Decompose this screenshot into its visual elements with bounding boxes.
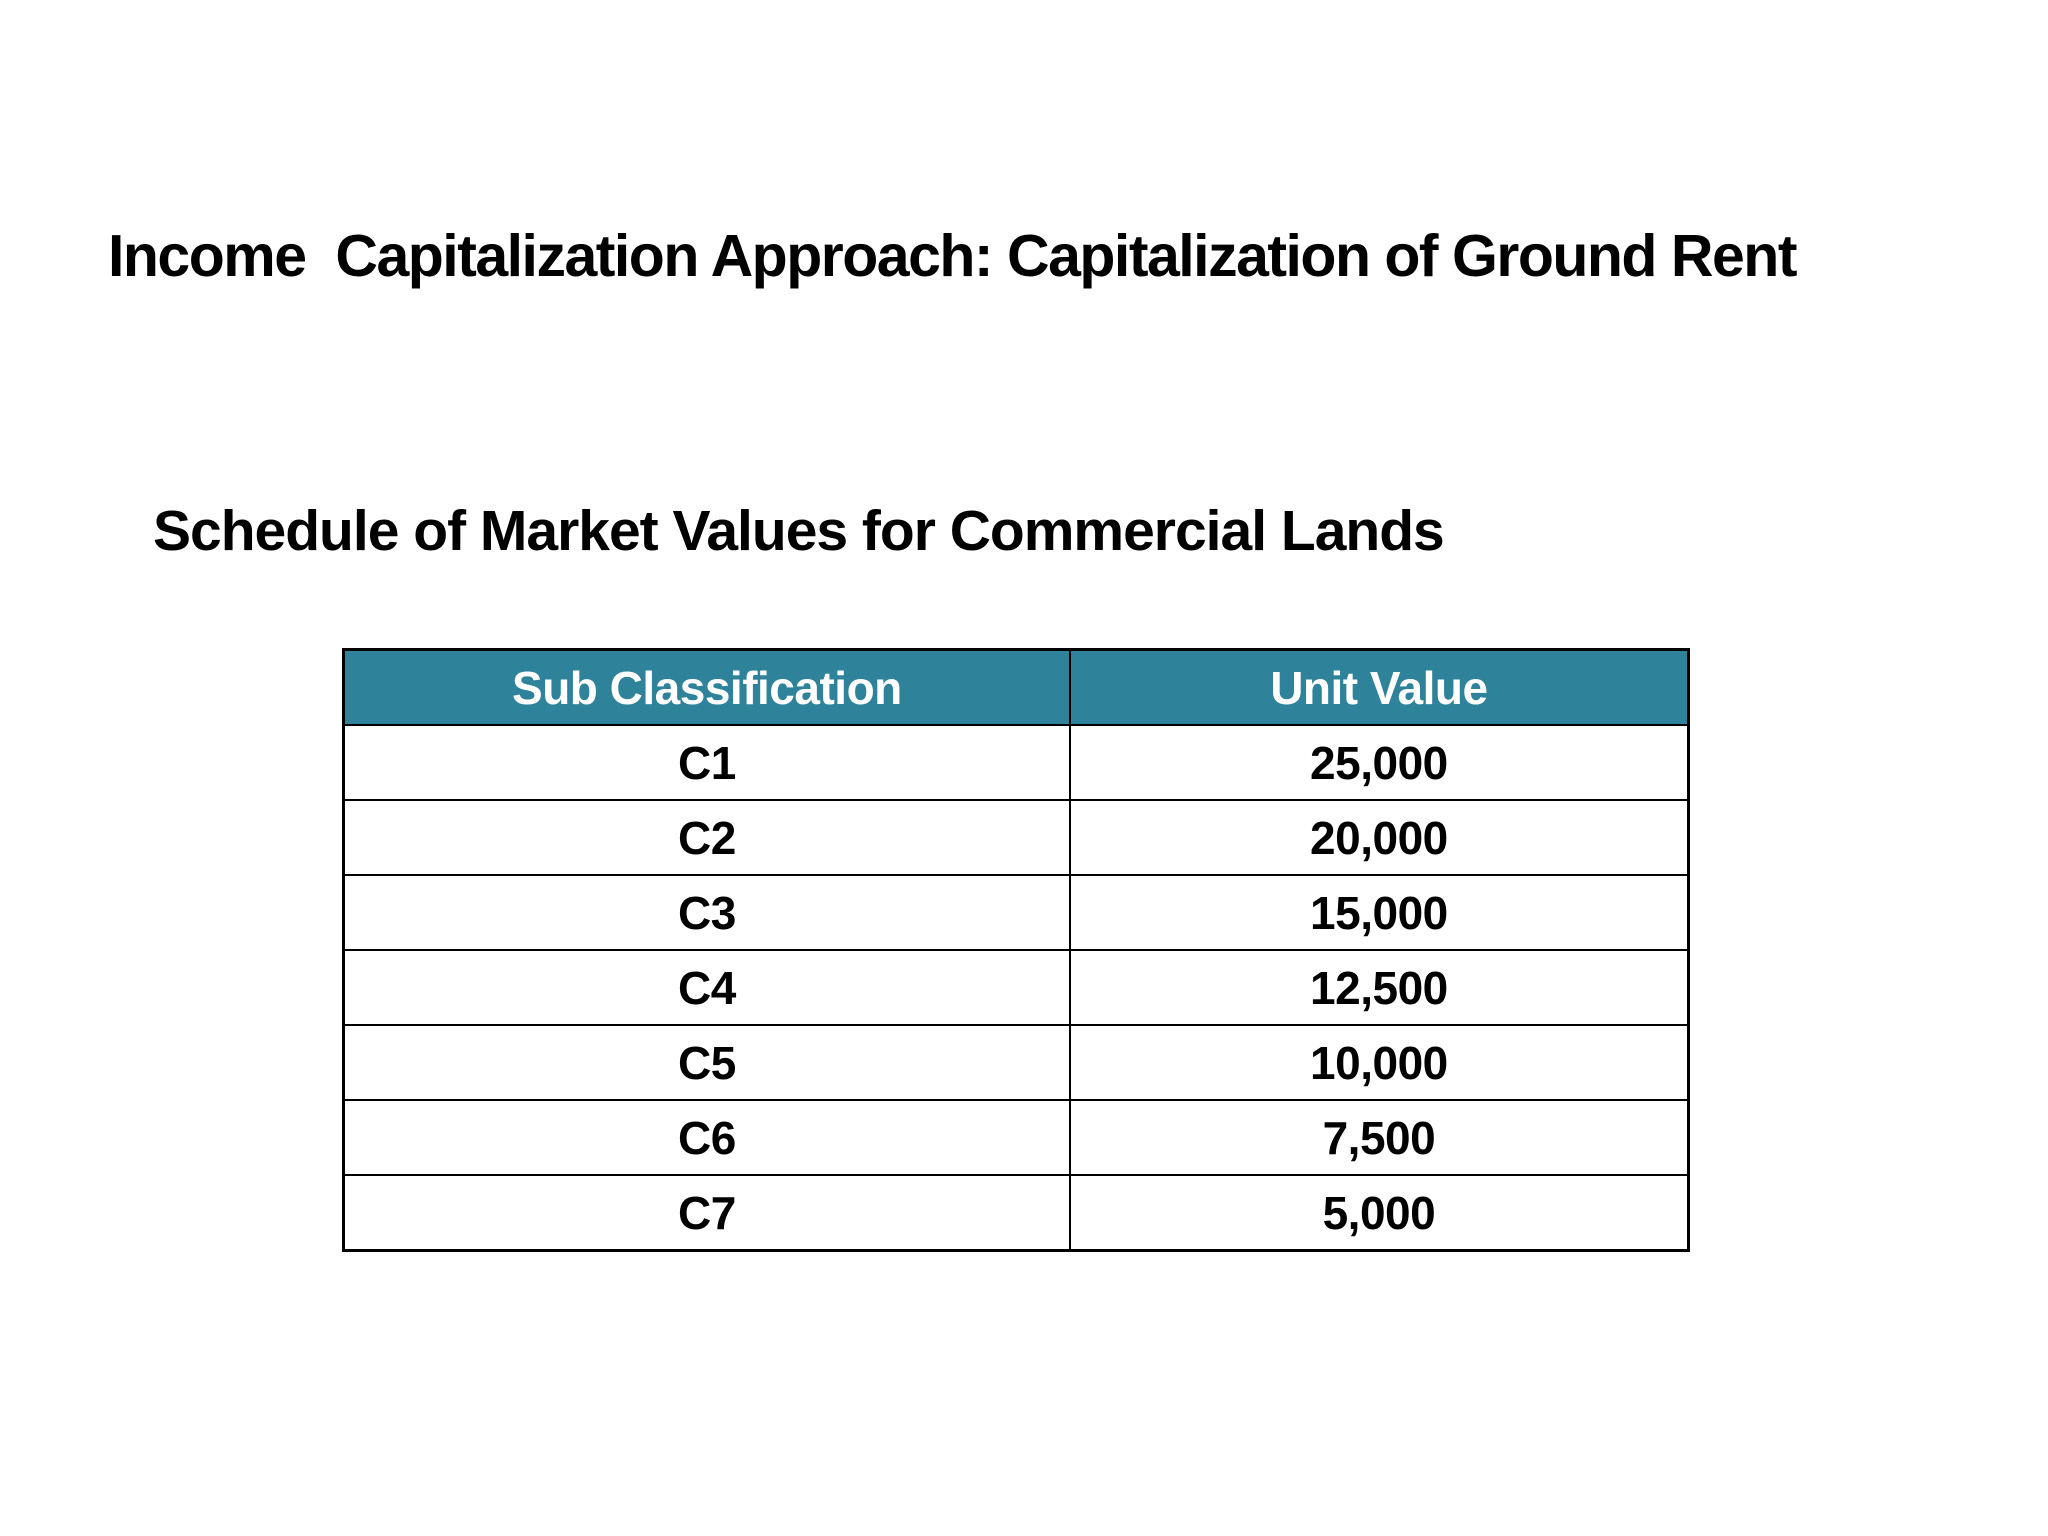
- table-row: C1 25,000: [342, 724, 1690, 801]
- table-row: C6 7,500: [342, 1099, 1690, 1176]
- table-row: C5 10,000: [342, 1024, 1690, 1101]
- unit-value-cell: 10,000: [1068, 1024, 1690, 1101]
- unit-value-cell: 20,000: [1068, 799, 1690, 876]
- table-row: C7 5,000: [342, 1174, 1690, 1252]
- sub-classification-cell: C7: [342, 1174, 1071, 1252]
- sub-classification-cell: C6: [342, 1099, 1071, 1176]
- table-row: C2 20,000: [342, 799, 1690, 876]
- market-values-table: Sub Classification Unit Value C1 25,000 …: [342, 648, 1690, 1252]
- table-row: C3 15,000: [342, 874, 1690, 951]
- column-header-unit-value: Unit Value: [1068, 648, 1690, 726]
- table-row: C4 12,500: [342, 949, 1690, 1026]
- sub-classification-cell: C1: [342, 724, 1071, 801]
- sub-classification-cell: C4: [342, 949, 1071, 1026]
- table-caption: Schedule of Market Values for Commercial…: [153, 499, 1445, 563]
- column-header-sub-classification: Sub Classification: [342, 648, 1071, 726]
- sub-classification-cell: C2: [342, 799, 1071, 876]
- unit-value-cell: 15,000: [1068, 874, 1690, 951]
- unit-value-cell: 25,000: [1068, 724, 1690, 801]
- sub-classification-cell: C5: [342, 1024, 1071, 1101]
- unit-value-cell: 12,500: [1068, 949, 1690, 1026]
- sub-classification-cell: C3: [342, 874, 1071, 951]
- unit-value-cell: 7,500: [1068, 1099, 1690, 1176]
- slide-title: Income Capitalization Approach: Capitali…: [108, 223, 1797, 289]
- unit-value-cell: 5,000: [1068, 1174, 1690, 1252]
- table-header-row: Sub Classification Unit Value: [342, 648, 1690, 726]
